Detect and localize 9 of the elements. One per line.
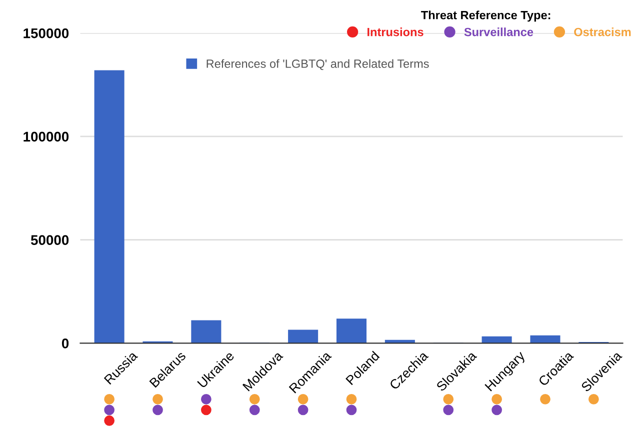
y-tick-label: 100000 [24,132,69,142]
legend-label: Intrusions [368,28,424,36]
legend-label: Surveillance [464,28,534,36]
legend-label: Ostracism [574,28,631,36]
y-tick-label: 50000 [30,235,69,245]
y-tick-label: 0 [62,338,69,348]
y-tick-label: 150000 [24,28,69,38]
legend-title: Threat Reference Type: [421,10,550,22]
legend-label: References of 'LGBTQ' and Related Terms [206,59,429,70]
